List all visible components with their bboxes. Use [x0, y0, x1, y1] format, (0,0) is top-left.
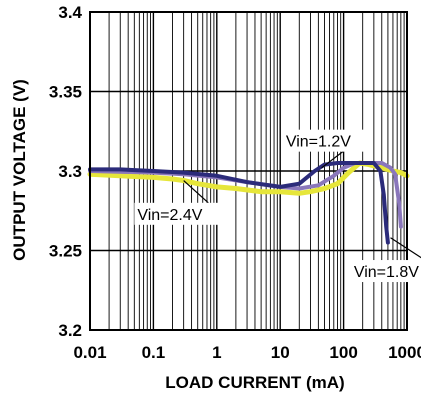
- y-tick-label: 3.4: [58, 3, 82, 22]
- annotation-background: [350, 260, 421, 283]
- y-tick-label: 3.35: [49, 83, 82, 102]
- annotation-label: Vin=1.8V: [354, 264, 419, 281]
- y-axis-title: OUTPUT VOLTAGE (V): [10, 79, 29, 261]
- annotation-background: [134, 202, 219, 225]
- x-tick-label: 1000: [388, 343, 421, 362]
- x-tick-label: 100: [329, 343, 357, 362]
- tick-labels: 0.01 0.1 1 10 100 1000 3.2 3.25 3.3 3.35 3.4: [49, 3, 421, 362]
- y-tick-label: 3.3: [58, 162, 82, 181]
- annotation-pointer: [321, 151, 344, 169]
- series-line-vin-1-2v: [88, 161, 390, 245]
- annotation-label: Vin=2.4V: [137, 207, 202, 224]
- annotation-layer: Vin=1.2V Vin=2.4V Vin=1.8V: [134, 129, 421, 283]
- series-layer: [87, 160, 410, 245]
- annotation-pointer: [183, 180, 209, 204]
- x-tick-label: 0.1: [142, 343, 166, 362]
- x-axis-title: LOAD CURRENT (mA): [165, 373, 344, 392]
- plot-frame: [89, 11, 408, 331]
- x-tick-label: 0.01: [73, 343, 106, 362]
- annotation-pointer: [390, 237, 421, 259]
- series-line-vin-2-4v: [87, 160, 410, 196]
- x-tick-label: 10: [271, 343, 290, 362]
- y-tick-label: 3.2: [58, 321, 82, 340]
- annotation-background: [282, 129, 367, 152]
- x-tick-label: 1: [212, 343, 221, 362]
- annotation-label: Vin=1.2V: [286, 134, 351, 151]
- y-tick-label: 3.25: [49, 242, 82, 261]
